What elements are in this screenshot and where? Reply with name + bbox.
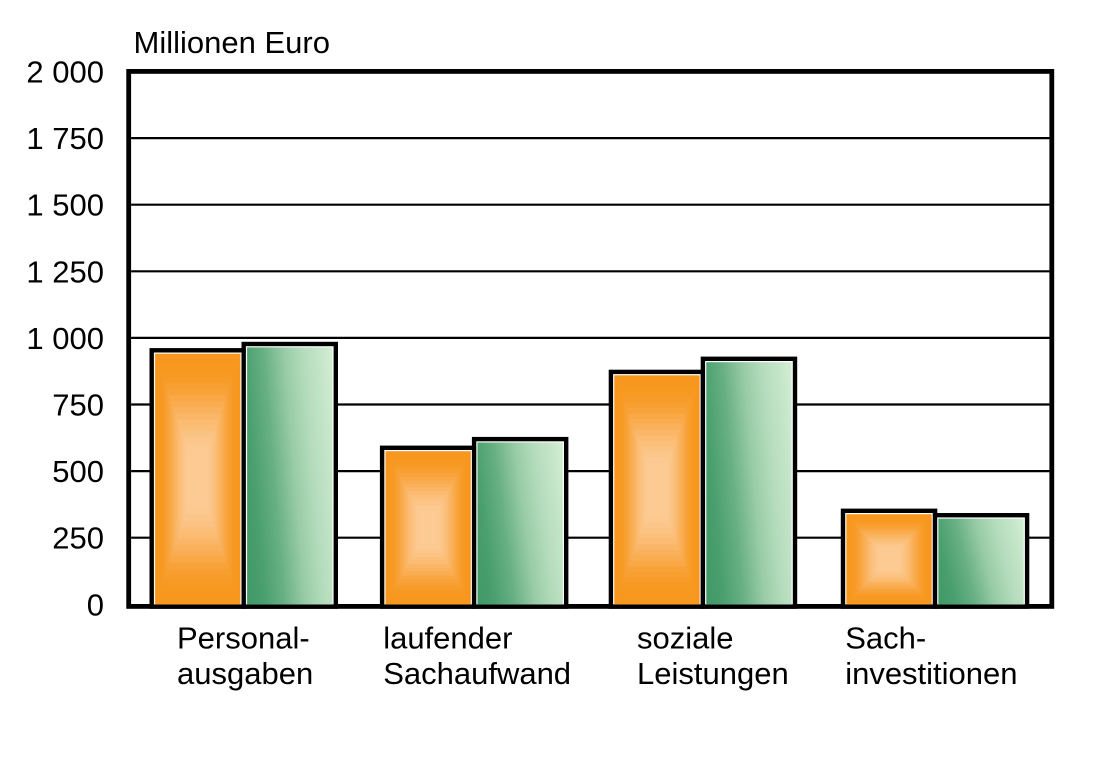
svg-text:0: 0 [87, 587, 104, 622]
svg-text:Sachaufwand: Sachaufwand [383, 656, 571, 691]
svg-text:Personal-: Personal- [177, 621, 310, 656]
svg-text:laufender: laufender [383, 621, 512, 656]
svg-text:Leistungen: Leistungen [637, 656, 789, 691]
svg-text:750: 750 [52, 388, 104, 423]
svg-text:250: 250 [52, 521, 104, 556]
svg-text:1 500: 1 500 [26, 188, 104, 223]
svg-text:1 750: 1 750 [26, 121, 104, 156]
svg-text:500: 500 [52, 454, 104, 489]
svg-text:1 000: 1 000 [26, 321, 104, 356]
svg-text:2 000: 2 000 [26, 55, 104, 90]
svg-text:investitionen: investitionen [845, 656, 1017, 691]
svg-text:Sach-: Sach- [845, 621, 926, 656]
svg-text:Millionen Euro: Millionen Euro [134, 25, 330, 60]
svg-text:soziale: soziale [637, 621, 734, 656]
svg-text:ausgaben: ausgaben [177, 656, 313, 691]
svg-text:1 250: 1 250 [26, 254, 104, 289]
